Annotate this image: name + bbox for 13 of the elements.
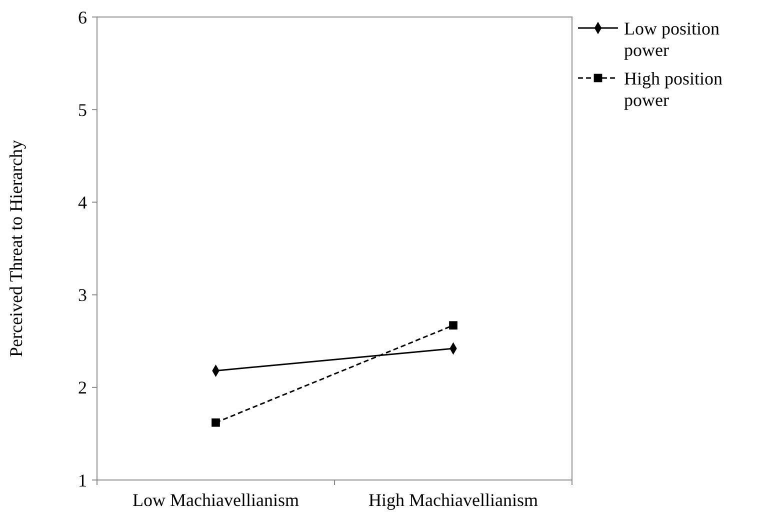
y-tick-label: 1 [78,470,87,490]
y-tick-label: 5 [78,100,87,120]
point [449,321,458,330]
x-tick-label: Low Machiavellianism [132,490,299,510]
x-tick-label: High Machiavellianism [368,490,538,510]
y-tick-label: 4 [78,192,87,212]
point [212,418,220,427]
y-tick-label: 3 [78,285,87,306]
y-axis-title: Perceived Threat to Hierarchy [6,140,26,358]
y-tick-label: 2 [78,378,87,398]
y-tick-label: 6 [78,7,87,28]
legend-label: High position power [624,68,723,110]
legend-label: Low position power [624,18,720,60]
